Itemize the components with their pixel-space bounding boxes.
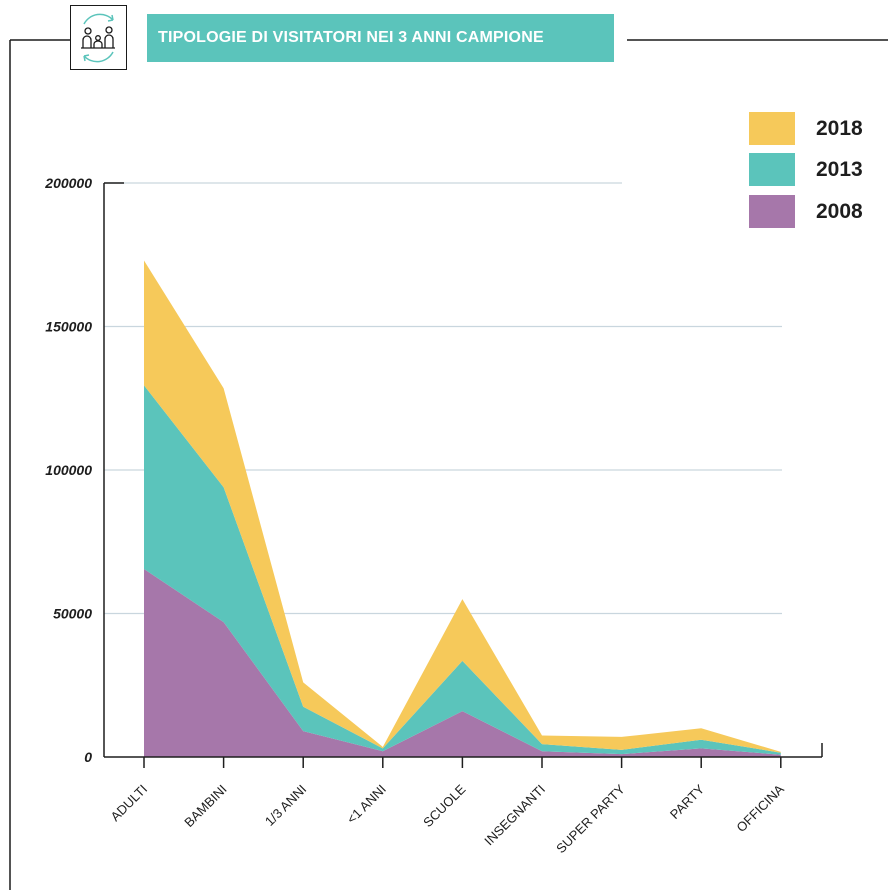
legend-swatch-2013 <box>749 153 795 186</box>
x-tick-label-7: PARTY <box>667 781 708 822</box>
legend-item-2008: 2008 <box>749 195 863 228</box>
x-tick-label-2: 1/3 ANNI <box>262 782 309 829</box>
legend-item-2018: 2018 <box>749 112 863 145</box>
y-tick-label-50000: 50000 <box>53 606 92 622</box>
area-series-2018 <box>144 260 781 753</box>
legend-label-2018: 2018 <box>816 116 863 140</box>
area-series-2013 <box>144 385 781 755</box>
legend-swatch-2018 <box>749 112 795 145</box>
y-tick-label-0: 0 <box>84 749 92 765</box>
x-tick-label-3: <1 ANNI <box>344 782 389 827</box>
chart-title: TIPOLOGIE DI VISITATORI NEI 3 ANNI CAMPI… <box>158 29 544 46</box>
x-tick-label-1: BAMBINI <box>181 782 229 830</box>
x-tick-label-6: SUPER PARTY <box>553 781 628 856</box>
legend-label-2013: 2013 <box>816 157 863 181</box>
x-tick-label-4: SCUOLE <box>420 781 469 830</box>
y-tick-label-150000: 150000 <box>45 319 92 335</box>
x-tick-label-8: OFFICINA <box>733 781 787 835</box>
x-tick-label-5: INSEGNANTI <box>481 782 548 849</box>
chart-title-banner: TIPOLOGIE DI VISITATORI NEI 3 ANNI CAMPI… <box>147 14 614 62</box>
x-tick-label-0: ADULTI <box>108 782 151 825</box>
legend-swatch-2008 <box>749 195 795 228</box>
area-series-2008 <box>144 569 781 757</box>
legend-item-2013: 2013 <box>749 153 863 186</box>
family-visitors-icon <box>70 5 127 70</box>
y-tick-label-100000: 100000 <box>45 462 92 478</box>
y-tick-label-200000: 200000 <box>44 175 92 191</box>
legend-label-2008: 2008 <box>816 199 863 223</box>
